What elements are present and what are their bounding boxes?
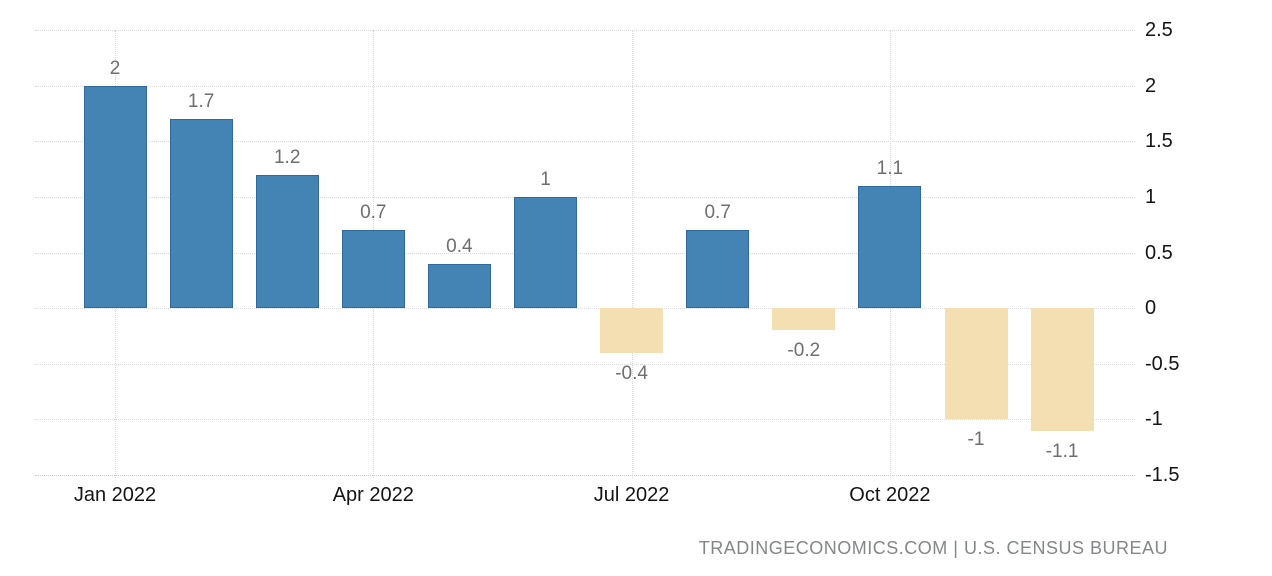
bar[interactable]	[341, 230, 405, 309]
y-axis-tick-label: -1	[1145, 408, 1163, 431]
x-axis-tick-label: Jan 2022	[73, 484, 157, 506]
bar[interactable]	[83, 85, 147, 309]
bar-value-label: -1	[967, 429, 985, 451]
x-axis-tick-label: Jul 2022	[593, 484, 670, 506]
y-axis-tick-label: -1.5	[1145, 464, 1180, 486]
attribution-text: TRADINGECONOMICS.COM | U.S. CENSUS BUREA…	[698, 538, 1168, 558]
bar-value-label: 1.2	[273, 146, 301, 168]
bar-value-label: 1.1	[876, 157, 904, 179]
bar[interactable]	[600, 308, 664, 353]
h-gridline	[35, 252, 1135, 254]
bar-value-label: 0.7	[704, 202, 731, 224]
bar[interactable]	[255, 174, 319, 309]
h-gridline	[35, 308, 1135, 310]
bar-value-label: 0.7	[360, 202, 387, 224]
y-axis-tick-label: 1	[1145, 185, 1157, 208]
y-axis-tick-label: -0.5	[1145, 352, 1180, 375]
y-axis-tick-label: 2.5	[1145, 19, 1173, 41]
bar-value-label: -1.1	[1045, 440, 1079, 462]
h-gridline	[35, 419, 1135, 421]
bar-value-label: 0.4	[446, 235, 473, 257]
h-gridline	[35, 141, 1135, 143]
y-axis-tick-label: 0	[1145, 297, 1157, 320]
bar-value-label: 1	[540, 168, 551, 190]
x-axis-line	[35, 475, 1135, 476]
bar[interactable]	[427, 263, 491, 309]
x-axis-tick-label: Oct 2022	[849, 484, 931, 506]
bar-value-label: 1.7	[187, 91, 215, 112]
h-gridline	[35, 85, 1135, 87]
bar[interactable]	[514, 196, 577, 309]
bar[interactable]	[169, 119, 233, 309]
h-gridline	[35, 363, 1135, 365]
x-axis-tick-label: Apr 2022	[332, 484, 414, 506]
h-gridline	[35, 196, 1135, 198]
v-gridline	[631, 30, 633, 478]
bar[interactable]	[772, 308, 836, 331]
bar[interactable]	[858, 185, 922, 309]
bar[interactable]	[1030, 308, 1094, 431]
bar[interactable]	[686, 230, 750, 309]
bar[interactable]	[944, 308, 1008, 420]
y-axis-tick-label: 2	[1145, 74, 1157, 97]
y-axis-tick-label: 1.5	[1145, 130, 1173, 153]
bar-value-label: -0.4	[615, 362, 648, 384]
y-axis-tick-label: 0.5	[1145, 241, 1173, 264]
bar-value-label: 2	[109, 57, 121, 79]
h-gridline	[35, 30, 1135, 31]
bar-value-label: -0.2	[787, 340, 821, 362]
